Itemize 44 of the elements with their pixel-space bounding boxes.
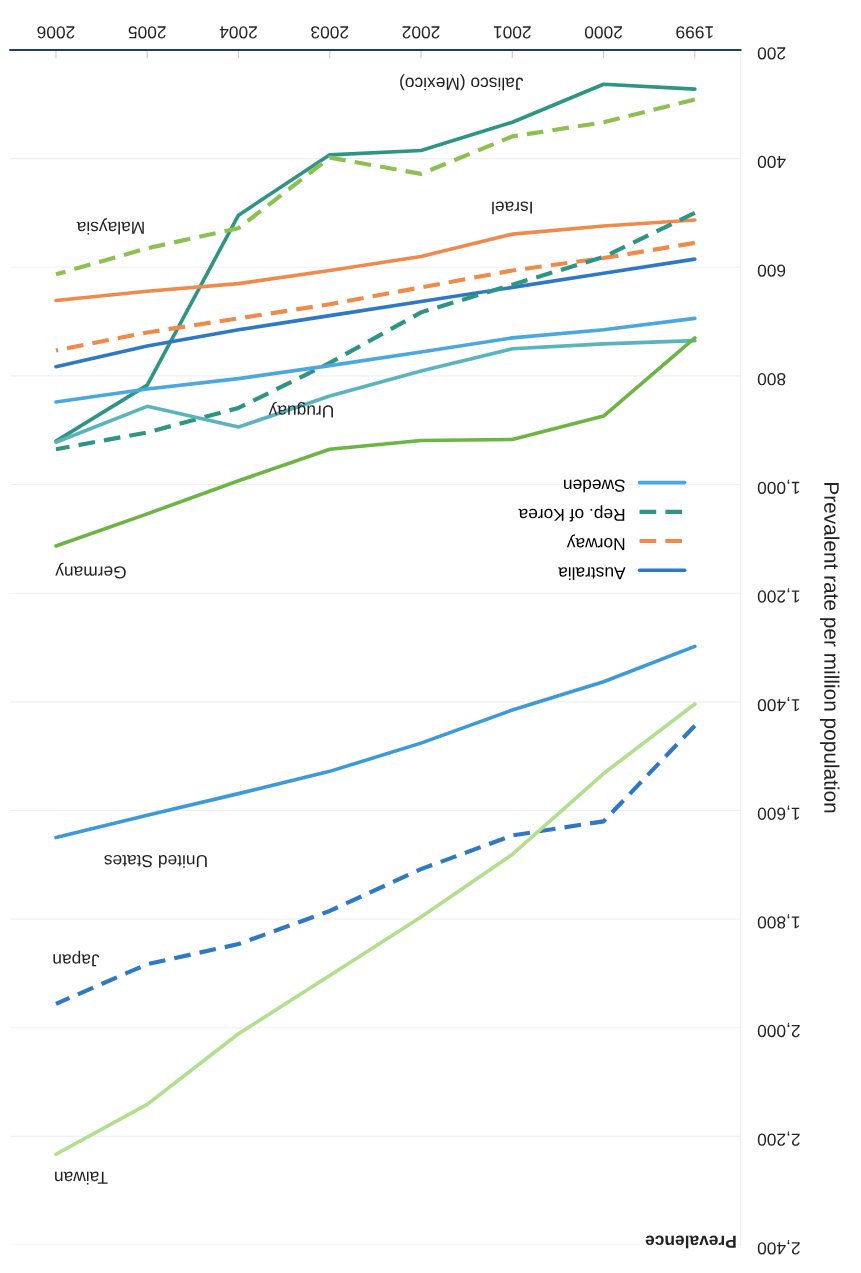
annotation: Israel — [492, 201, 532, 215]
annotation: Malaysia — [76, 218, 144, 235]
line-series — [54, 257, 697, 369]
legend-label: Rep. of Korea — [518, 505, 625, 522]
line-series — [54, 316, 697, 404]
annotation: Taiwan — [55, 1171, 108, 1185]
annotation: Japan — [53, 950, 100, 967]
y-tick-label: 2,400 — [757, 1240, 800, 1255]
line-series — [54, 338, 697, 444]
y-tick-label: 1,200 — [757, 588, 800, 603]
annotation: United States — [104, 854, 207, 868]
x-tick-label: 2005 — [128, 26, 166, 39]
annotation: Germany — [55, 562, 126, 579]
legend-label: Norway — [566, 534, 625, 551]
x-tick-label: 2000 — [584, 26, 622, 39]
line-series — [53, 240, 697, 353]
y-tick-label: 1,600 — [757, 805, 800, 820]
line-series — [53, 723, 697, 1006]
y-tick-label: 2,200 — [757, 1131, 800, 1146]
annotation: Uruguay — [268, 401, 333, 418]
text: Prevalence — [645, 1235, 736, 1249]
line-series — [54, 702, 697, 1157]
line-series — [54, 218, 697, 303]
line-series — [54, 336, 697, 548]
x-tick-label: 1999 — [676, 26, 713, 39]
x-tick-label: 2006 — [37, 26, 75, 39]
x-tick-label: 2001 — [493, 26, 531, 39]
y-tick-label: 800 — [757, 373, 786, 386]
line-series — [54, 644, 697, 840]
y-tick-label: 600 — [757, 264, 786, 277]
annotation: Jalisco (Mexico) — [400, 74, 524, 91]
legend-label: Australia — [558, 567, 626, 580]
x-tick-label: 2002 — [402, 26, 440, 39]
y-tick-label: 200 — [757, 47, 786, 60]
y-tick-label: 400 — [757, 155, 786, 169]
x-tick-label: 2003 — [311, 26, 349, 39]
x-tick-label: 2004 — [219, 26, 257, 39]
y-tick-label: 2,000 — [757, 1022, 800, 1038]
legend-label: Sweden — [564, 479, 625, 493]
line-series — [53, 97, 697, 277]
y-tick-label: 1,000 — [757, 479, 800, 494]
y-tick-label: 1,400 — [757, 696, 800, 712]
y-tick-label: 1,800 — [757, 914, 800, 929]
y-axis-title: Prevalent rate per million population — [820, 483, 840, 813]
